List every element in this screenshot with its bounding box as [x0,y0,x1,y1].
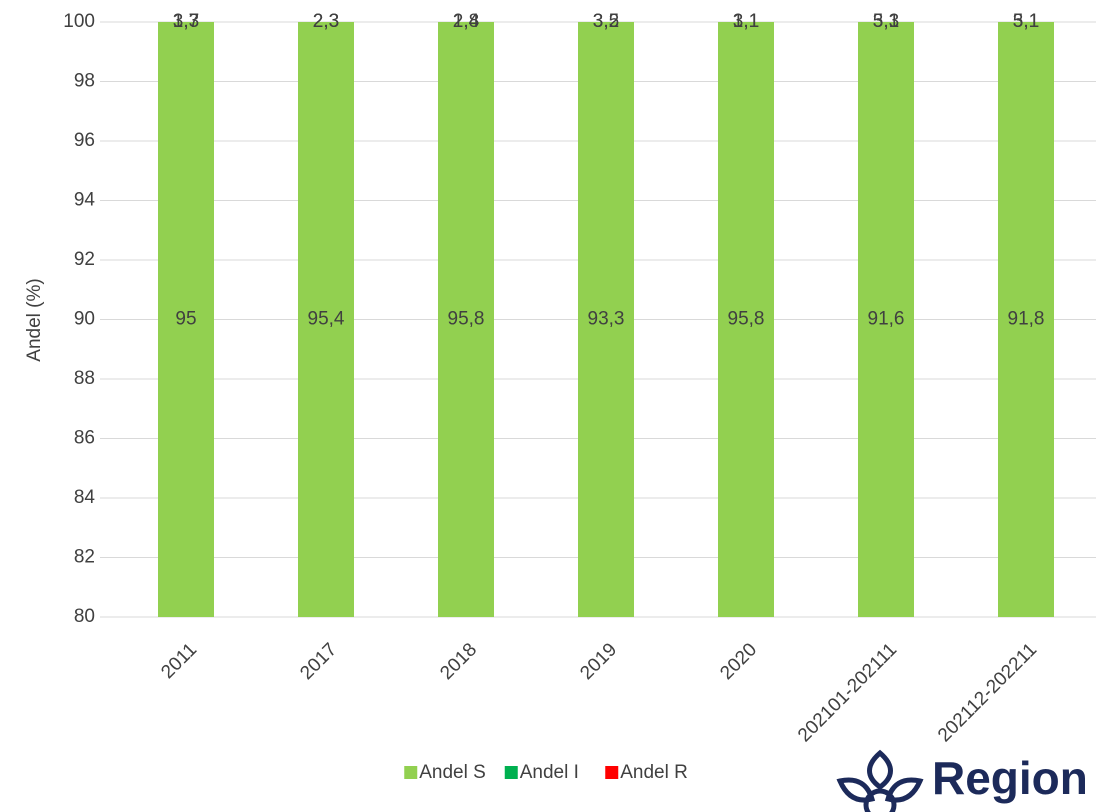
data-label: 3,2 [593,11,619,32]
bar-segment [158,22,214,617]
data-label: 3,1 [1013,11,1039,32]
y-tick-label: 90 [74,309,95,330]
logo-text: Region [932,752,1088,804]
y-tick-label: 88 [74,368,95,389]
legend-label: Andel R [620,762,688,783]
y-tick-label: 92 [74,249,95,270]
data-label: 95,8 [728,309,765,330]
data-label: 3,1 [733,11,759,32]
bar-segment [858,22,914,617]
data-label: 95,4 [308,309,345,330]
y-tick-label: 84 [74,487,96,508]
x-tick-label: 202101-202111 [794,639,901,746]
y-tick-label: 96 [74,130,95,151]
data-label: 5,1 [873,11,899,32]
data-label: 95 [175,309,196,330]
data-label: 3,3 [873,11,899,32]
data-label: 91,8 [1008,309,1045,330]
y-tick-label: 94 [74,190,96,211]
x-tick-label: 2018 [436,639,481,684]
y-tick-label: 82 [74,547,95,568]
bar-segment [438,22,494,617]
x-tick-label: 2017 [296,639,341,684]
data-label: 2,8 [453,11,479,32]
y-tick-label: 100 [63,11,95,32]
data-label: 2,3 [313,11,339,32]
y-tick-label: 86 [74,428,95,449]
data-label: 5,1 [1013,11,1039,32]
legend-swatch [504,766,518,779]
x-tick-label: 2020 [716,639,761,684]
bar-segment [298,22,354,617]
legend-swatch [404,766,418,779]
legend: Andel S Andel I Andel R [404,762,688,783]
y-axis-title: Andel (%) [24,278,45,361]
data-label: 95,8 [448,309,485,330]
data-label: 1,1 [733,11,759,32]
legend-swatch [605,766,619,779]
data-label: 2,3 [313,11,339,32]
logo-icon [836,749,924,812]
data-label: 1,7 [173,11,199,32]
data-label: 93,3 [588,309,625,330]
bar-segment [578,22,634,617]
data-label: 3,5 [593,11,619,32]
data-label: 3,3 [173,11,199,32]
y-tick-label: 98 [74,71,95,92]
data-label: 1,4 [453,11,480,32]
logo: Region [836,749,1088,812]
x-tick-label: 2019 [576,639,621,684]
x-tick-label: 202112-202211 [934,639,1041,746]
bar-segment [718,22,774,617]
x-tick-label: 2011 [157,639,201,683]
y-tick-label: 80 [74,606,95,627]
legend-label: Andel I [520,762,579,783]
data-label: 91,6 [868,309,905,330]
legend-label: Andel S [419,762,486,783]
bar-segment [998,22,1054,617]
